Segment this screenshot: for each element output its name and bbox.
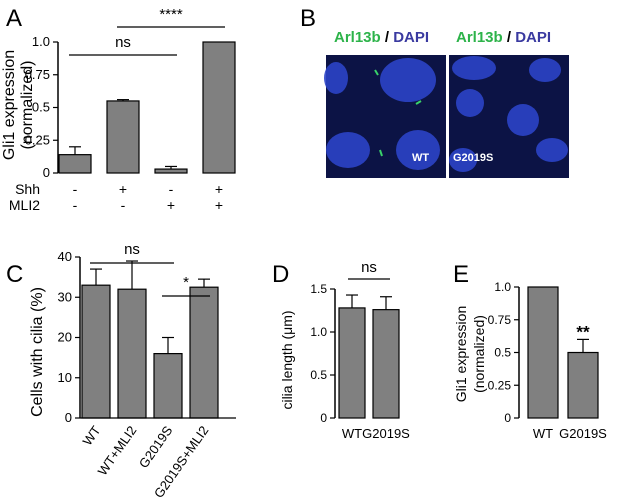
treatment-sign: - (121, 197, 126, 213)
cilium (415, 100, 422, 105)
bar (106, 100, 140, 174)
significance-label: ns (361, 259, 377, 276)
bar (81, 284, 111, 419)
y-tick-label: 0.25 (488, 378, 512, 392)
chart-panel-c: Cells with cilia (%) 010203040WTWT+MLI2G… (29, 241, 236, 499)
x-tick-label: WT (80, 423, 104, 448)
treatment-sign: + (167, 197, 175, 213)
bar (527, 286, 559, 419)
micrograph-title-right: Arl13b / DAPI (456, 29, 551, 46)
y-tick-label: 0 (504, 411, 511, 425)
nucleus (326, 132, 370, 168)
treatment-sign: - (73, 181, 78, 197)
panel-letter-c: C (6, 261, 23, 288)
bar (372, 309, 400, 419)
y-tick-label: 0.5 (32, 100, 50, 115)
nucleus (452, 56, 496, 80)
x-tick-label: G2019S (559, 426, 607, 441)
y-tick-label: 30 (58, 289, 72, 304)
x-tick-label: WT (342, 426, 362, 441)
arl13b-label: Arl13b (334, 29, 381, 46)
separator-label: / (503, 29, 516, 46)
panel-letter-d: D (272, 261, 289, 288)
chart-panel-d: cilia length (μm) 0 0.5 1.0 1.5 WT G2019S ns (279, 259, 410, 441)
y-axis-label-sub: (normalized) (19, 61, 36, 150)
treatment-sign: - (169, 181, 174, 197)
nucleus (449, 148, 477, 172)
significance-label: ns (115, 34, 131, 51)
cilium (374, 69, 379, 76)
bar (567, 351, 599, 419)
y-tick-label: 0.75 (25, 67, 50, 82)
panel-letter-b: B (300, 5, 316, 32)
treatment-label: MLI2 (9, 197, 40, 213)
y-tick-label: 0.5 (310, 368, 327, 382)
nucleus (529, 58, 561, 82)
micrograph-panel-b: Arl13b / DAPI Arl13b / DAPI WT G2019 (324, 29, 569, 178)
separator-label: / (381, 29, 394, 46)
micrograph-g2019s: G2019S (449, 55, 569, 178)
nucleus (536, 138, 568, 162)
x-tick-label: WT (533, 426, 553, 441)
y-tick-label: 10 (58, 370, 72, 385)
bar (58, 154, 92, 174)
y-axis-label: Gli1 expression (1, 50, 18, 160)
y-tick-label: 1.0 (310, 325, 327, 339)
y-axis-label: Cells with cilia (%) (29, 287, 46, 417)
y-axis-label-sub: (normalized) (471, 315, 487, 393)
y-tick-label: 20 (58, 330, 72, 345)
micrograph-g2019s-label: G2019S (453, 152, 493, 164)
y-tick-label: 0 (320, 411, 327, 425)
significance-label: **** (159, 6, 183, 23)
arl13b-label: Arl13b (456, 29, 503, 46)
dapi-label: DAPI (515, 29, 551, 46)
bar (154, 168, 188, 174)
bar (153, 353, 183, 419)
y-tick-label: 0 (65, 410, 72, 425)
treatment-sign: + (215, 197, 223, 213)
bar (202, 41, 236, 174)
y-tick-label: 40 (58, 249, 72, 264)
cilium (379, 149, 383, 157)
bar (338, 307, 366, 419)
treatment-sign: + (215, 181, 223, 197)
y-axis-label: Gli1 expression (453, 306, 469, 403)
bar (117, 288, 147, 419)
x-tick-label: G2019S (362, 426, 410, 441)
bar (189, 286, 219, 419)
treatment-sign: + (119, 181, 127, 197)
micrograph-wt-label: WT (412, 152, 429, 164)
dapi-label: DAPI (393, 29, 429, 46)
nucleus (380, 58, 436, 102)
y-tick-label: 1.5 (310, 282, 327, 296)
y-tick-label: 1.0 (32, 34, 50, 49)
nucleus (396, 130, 440, 170)
y-tick-label: 0 (43, 165, 50, 180)
y-tick-label: 0.75 (488, 313, 512, 327)
panel-letter-a: A (6, 5, 22, 32)
significance-label: ** (576, 322, 590, 341)
chart-panel-e: Gli1 expression (normalized) 0 0.25 0.5 0.7… (453, 280, 607, 441)
y-tick-label: 0.25 (25, 132, 50, 147)
nucleus (456, 89, 484, 117)
y-axis-label: cilia length (μm) (279, 310, 295, 409)
significance-label: * (183, 274, 189, 291)
nucleus (507, 104, 539, 136)
panel-letter-e: E (453, 261, 469, 288)
micrograph-wt: WT (324, 55, 446, 178)
significance-label: ns (124, 241, 140, 258)
nucleus (324, 62, 348, 94)
chart-panel-a: Gli1 expression (normalized) 0 0.25 0.5 0.7… (1, 6, 236, 213)
y-tick-label: 1.0 (494, 280, 511, 294)
micrograph-title-left: Arl13b / DAPI (334, 29, 429, 46)
treatment-label: Shh (15, 181, 40, 197)
y-tick-label: 0.5 (494, 346, 511, 360)
treatment-sign: - (73, 197, 78, 213)
